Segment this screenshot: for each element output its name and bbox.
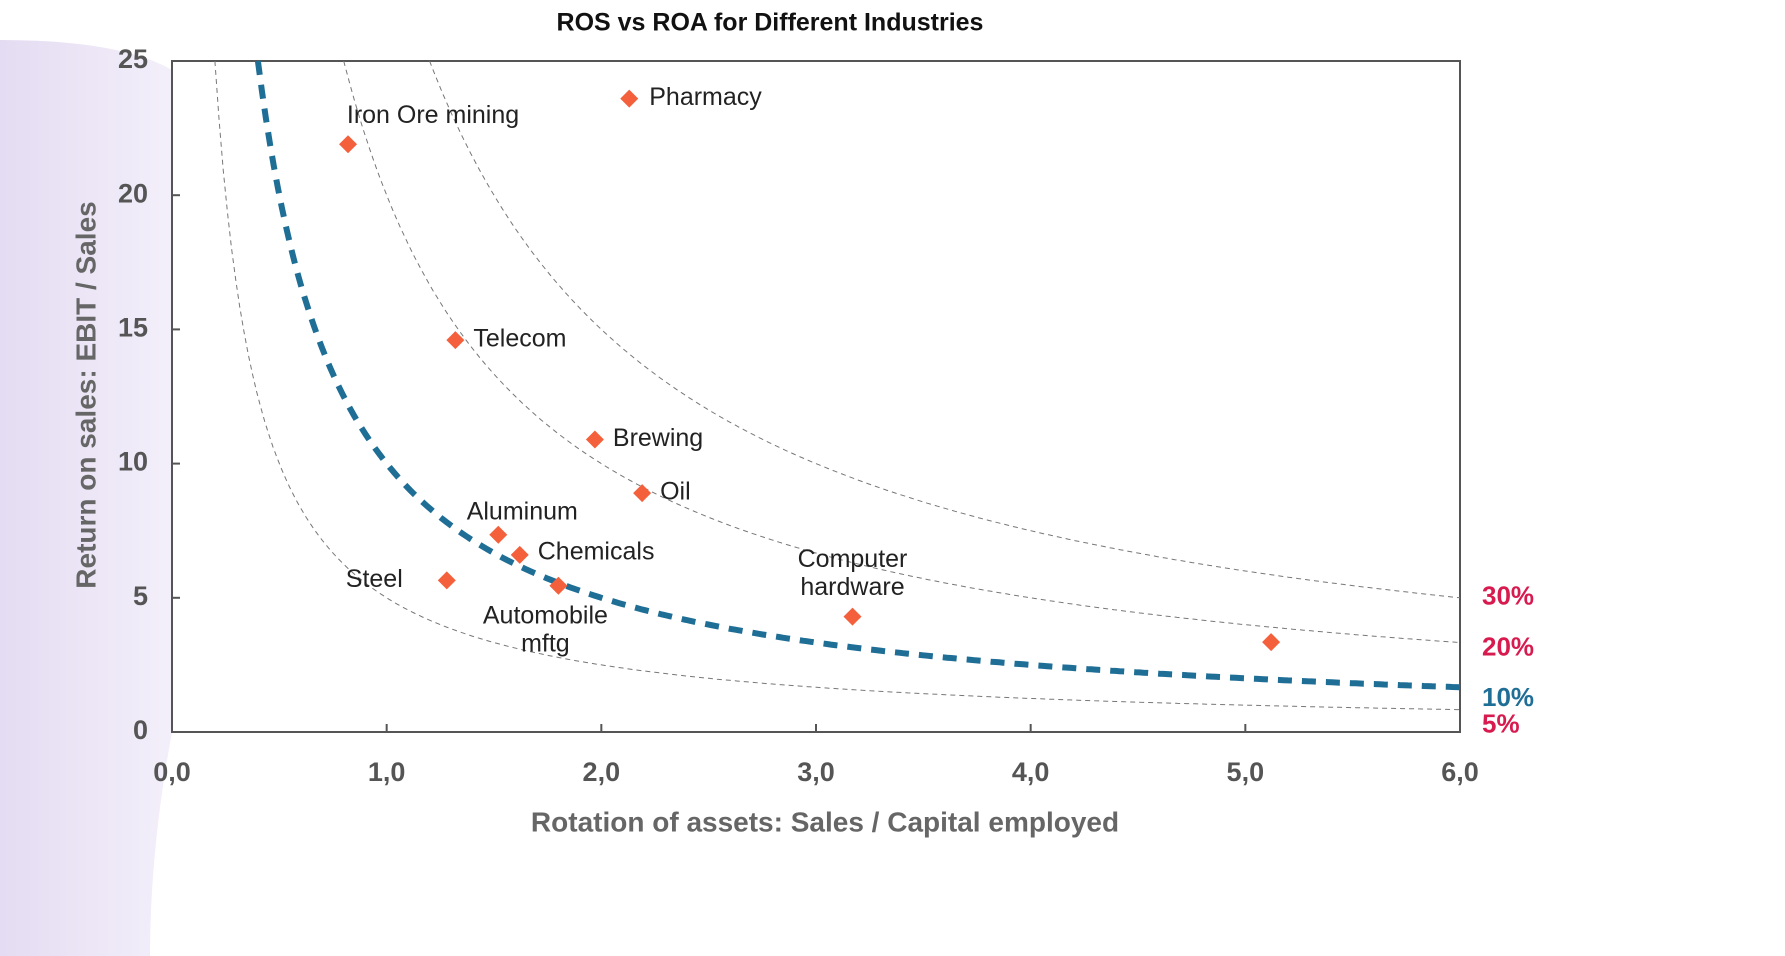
x-tick-label: 0,0 — [153, 757, 191, 787]
curve-label: 10% — [1482, 682, 1534, 712]
data-point — [339, 135, 358, 154]
y-tick-label: 25 — [118, 44, 148, 74]
data-point — [510, 545, 529, 564]
iso-roa-curve — [343, 60, 1461, 643]
data-point — [489, 525, 508, 544]
data-point — [549, 576, 568, 595]
x-tick-label: 3,0 — [797, 757, 835, 787]
y-tick-label: 0 — [133, 715, 148, 745]
data-point — [620, 89, 639, 108]
point-label: Iron Ore mining — [347, 101, 519, 129]
point-label: Brewing — [613, 424, 703, 452]
y-tick-label: 5 — [133, 581, 148, 611]
chart-title: ROS vs ROA for Different Industries — [557, 9, 984, 37]
curve-label: 30% — [1482, 581, 1534, 611]
x-axis-title: Rotation of assets: Sales / Capital empl… — [531, 806, 1119, 837]
data-point — [446, 331, 465, 350]
data-point — [1262, 633, 1281, 652]
y-tick-label: 15 — [118, 313, 148, 343]
point-label: Chemicals — [538, 537, 655, 565]
point-label: Steel — [346, 565, 403, 593]
point-label: mftg — [521, 629, 570, 657]
point-label: Aluminum — [467, 497, 578, 525]
iso-roa-curve — [214, 60, 1460, 711]
y-tick-label: 20 — [118, 178, 148, 208]
data-point — [437, 571, 456, 590]
point-label: hardware — [800, 573, 904, 601]
point-label: Pharmacy — [649, 83, 762, 111]
point-label: Computer — [798, 545, 908, 573]
curve-label: 20% — [1482, 631, 1534, 661]
plot-frame — [171, 60, 1461, 733]
iso-roa-curve — [429, 60, 1461, 599]
x-tick-label: 5,0 — [1227, 757, 1265, 787]
background-shape — [0, 40, 172, 956]
curve-label: 5% — [1482, 709, 1520, 739]
point-label: Automobile — [483, 601, 608, 629]
x-tick-label: 6,0 — [1441, 757, 1479, 787]
x-tick-label: 1,0 — [368, 757, 406, 787]
y-tick-label: 10 — [118, 447, 148, 477]
y-axis-title: Return on sales: EBIT / Sales — [70, 201, 101, 588]
x-tick-label: 4,0 — [1012, 757, 1050, 787]
iso-roa-curve — [254, 60, 1461, 691]
x-tick-label: 2,0 — [583, 757, 621, 787]
data-point — [843, 607, 862, 626]
point-label: Oil — [660, 478, 691, 506]
data-point — [633, 484, 652, 503]
data-point — [585, 430, 604, 449]
point-label: Telecom — [473, 325, 566, 353]
